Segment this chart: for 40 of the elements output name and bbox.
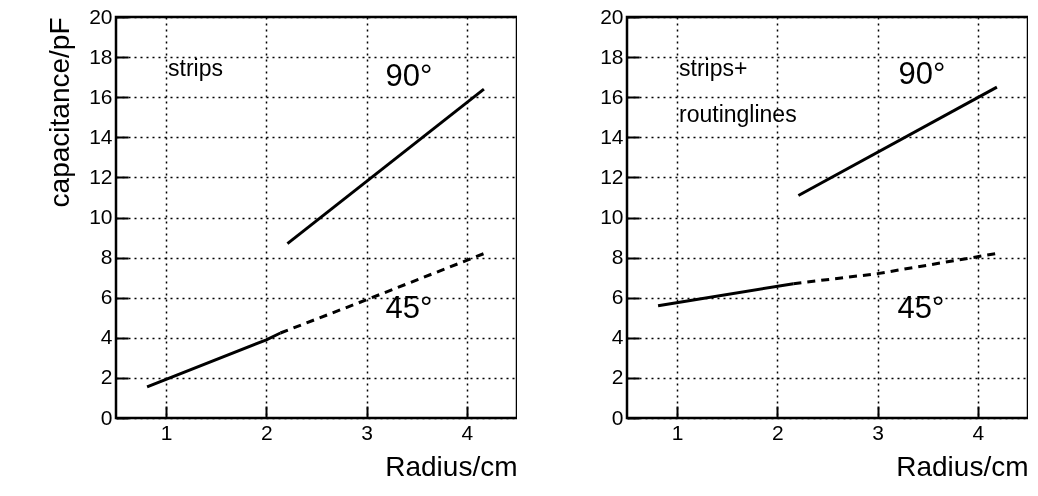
y-tick-label: 14 xyxy=(600,124,624,148)
series-label: 45° xyxy=(385,289,433,325)
y-tick-label: 10 xyxy=(89,205,113,228)
y-tick-label: 20 xyxy=(600,4,624,28)
x-axis-title: Radius/cm xyxy=(896,450,1029,482)
y-tick-label: 18 xyxy=(89,44,113,68)
x-tick-label: 3 xyxy=(872,420,884,444)
y-tick-label: 14 xyxy=(89,124,113,148)
annotation: strips xyxy=(168,55,223,81)
y-tick-label: 0 xyxy=(611,405,624,429)
annotation: strips+ xyxy=(679,55,748,81)
y-tick-label: 6 xyxy=(611,285,624,309)
x-tick-label: 2 xyxy=(772,420,784,444)
y-tick-label: 12 xyxy=(600,164,624,188)
x-tick-label: 1 xyxy=(160,420,173,444)
x-tick-label: 1 xyxy=(671,420,684,444)
y-axis-title: capacitance/pF xyxy=(44,17,76,208)
y-tick-label: 2 xyxy=(100,365,113,389)
x-tick-label: 3 xyxy=(361,420,373,444)
y-tick-label: 0 xyxy=(100,405,113,429)
x-tick-label: 4 xyxy=(461,420,474,444)
y-tick-label: 16 xyxy=(600,84,624,108)
y-tick-label: 8 xyxy=(611,245,624,269)
y-tick-label: 4 xyxy=(100,325,113,349)
y-tick-label: 6 xyxy=(100,285,113,309)
y-tick-label: 10 xyxy=(600,205,624,228)
x-axis-title: Radius/cm xyxy=(385,450,518,482)
y-tick-label: 2 xyxy=(611,365,624,389)
annotation: routinglines xyxy=(679,101,797,127)
y-tick-label: 20 xyxy=(89,4,113,28)
series-label: 90° xyxy=(385,58,433,94)
y-tick-label: 12 xyxy=(89,164,113,188)
series-label: 90° xyxy=(898,56,946,92)
x-tick-label: 4 xyxy=(972,420,985,444)
y-tick-label: 18 xyxy=(600,44,624,68)
series-label: 45° xyxy=(897,289,945,325)
y-tick-label: 16 xyxy=(89,84,113,108)
x-tick-label: 2 xyxy=(261,420,273,444)
y-tick-label: 4 xyxy=(611,325,624,349)
y-tick-label: 8 xyxy=(100,245,113,269)
